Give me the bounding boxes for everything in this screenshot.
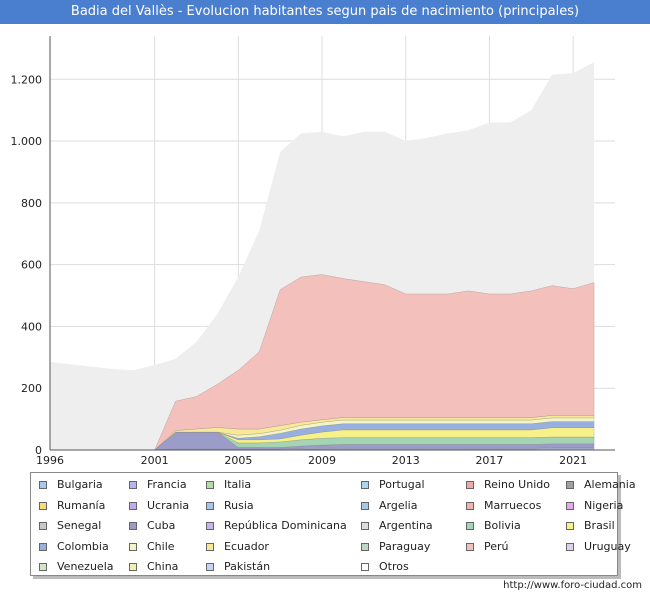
x-tick-label: 2013: [392, 454, 420, 467]
legend-label: Uruguay: [584, 539, 631, 553]
x-tick-label: 2001: [141, 454, 169, 467]
legend-swatch: [206, 542, 214, 551]
legend-label: Francia: [147, 478, 187, 491]
legend-label: Rusia: [224, 498, 254, 512]
y-tick-label: 800: [21, 197, 42, 210]
legend-swatch: [129, 563, 137, 571]
legend-swatch: [466, 522, 474, 530]
legend-swatch: [566, 522, 574, 530]
legend-swatch: [361, 542, 369, 551]
legend-label: Pakistán: [224, 560, 271, 573]
legend-label: Marruecos: [484, 498, 542, 512]
legend-label: Italia: [224, 478, 252, 491]
y-tick-label: 1.200: [11, 73, 43, 86]
x-tick-label: 1996: [36, 454, 64, 467]
x-tick-label: 2005: [224, 454, 252, 467]
legend-label: Colombia: [57, 539, 109, 553]
y-tick-label: 600: [21, 259, 42, 272]
legend-label: Ecuador: [224, 539, 269, 553]
legend-swatch: [566, 501, 574, 510]
legend-swatch: [466, 481, 474, 489]
legend-swatch: [206, 563, 214, 571]
legend-swatch: [129, 501, 137, 510]
legend-swatch: [129, 522, 137, 530]
legend-swatch: [39, 522, 47, 530]
legend-label: Rumanía: [57, 498, 106, 512]
legend-swatch: [361, 563, 369, 571]
legend-label: Chile: [147, 539, 175, 553]
legend-swatch: [39, 501, 47, 510]
area-peru: [154, 274, 595, 451]
legend-label: Bulgaria: [57, 478, 103, 491]
footer-url[interactable]: http://www.foro-ciudad.com: [503, 580, 642, 591]
legend-label: Alemania: [584, 478, 636, 491]
legend-swatch: [39, 563, 47, 571]
x-tick-label: 2021: [559, 454, 587, 467]
legend-swatch: [39, 481, 47, 489]
legend-label: Brasil: [584, 519, 615, 532]
legend-label: Perú: [484, 539, 509, 553]
y-tick-label: 200: [21, 382, 42, 395]
legend-swatch: [129, 481, 137, 489]
legend-swatch: [206, 522, 214, 530]
legend-label: Reino Unido: [484, 478, 550, 491]
legend-swatch: [206, 501, 214, 510]
legend-label: Senegal: [57, 519, 102, 532]
legend-swatch: [566, 481, 574, 489]
legend-label: Bolivia: [484, 519, 521, 532]
legend-swatch: [566, 542, 574, 551]
legend-swatch: [361, 481, 369, 489]
legend-label: Cuba: [147, 519, 176, 532]
chart-area: 0 200 400 600 800 1.000 1.200 1996 2001 2005 2009 2…: [11, 36, 615, 467]
y-tick-label: 0: [35, 444, 42, 457]
legend-label: Portugal: [379, 478, 425, 491]
x-tick-label: 2017: [475, 454, 503, 467]
legend-swatch: [361, 501, 369, 510]
y-tick-label: 400: [21, 320, 42, 333]
legend-swatch: [466, 501, 474, 510]
legend-label: República Dominicana: [224, 519, 347, 532]
x-tick-label: 2009: [308, 454, 336, 467]
legend-swatch: [39, 542, 47, 551]
legend-swatch: [206, 481, 214, 489]
legend-swatch: [361, 522, 369, 530]
legend-label: Paraguay: [379, 539, 431, 553]
legend-swatch: [466, 542, 474, 551]
legend-label: Argentina: [379, 519, 433, 532]
chart-title: Badia del Vallès - Evolucion habitantes …: [0, 0, 650, 24]
y-tick-label: 1.000: [11, 135, 43, 148]
legend-label: Nigeria: [584, 498, 624, 512]
legend-label: China: [147, 560, 179, 573]
legend-label: Argelia: [379, 498, 418, 512]
chart-legend: Bulgaria Francia Italia Portugal Reino Unido…: [30, 472, 636, 576]
legend-label: Venezuela: [57, 560, 114, 573]
legend-label: Ucrania: [147, 498, 190, 512]
legend-label: Otros: [379, 560, 409, 573]
legend-swatch: [129, 542, 137, 551]
